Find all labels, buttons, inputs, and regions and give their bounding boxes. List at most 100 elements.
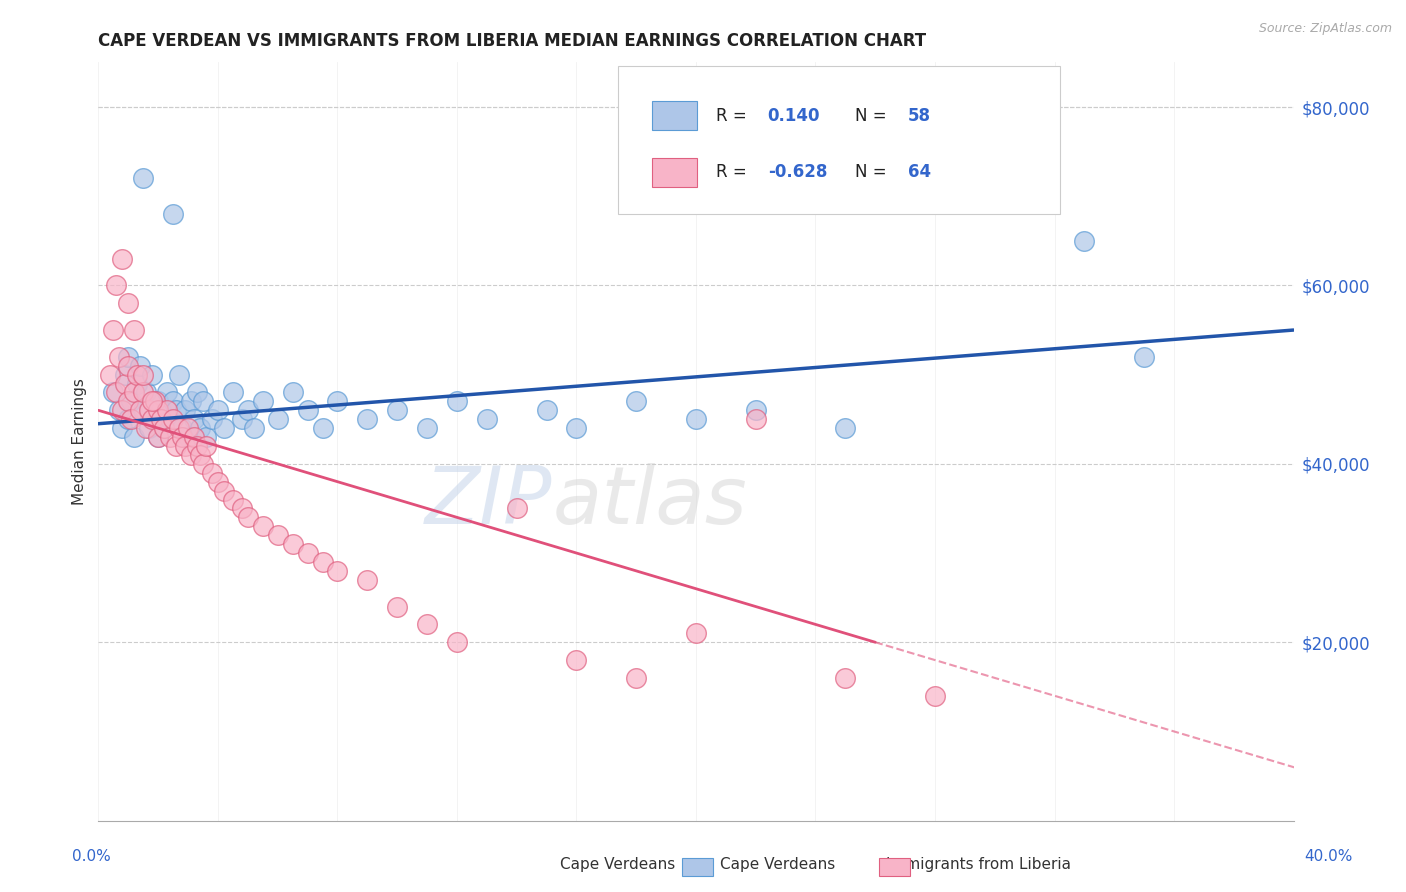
Point <box>243 421 266 435</box>
Text: R =: R = <box>716 163 752 181</box>
Point <box>924 689 946 703</box>
Point <box>108 403 131 417</box>
Point <box>188 421 211 435</box>
Point <box>105 385 128 400</box>
Point <box>148 430 170 444</box>
Point <box>281 537 304 551</box>
Point <box>165 439 187 453</box>
Point <box>231 412 253 426</box>
Point <box>162 412 184 426</box>
Point <box>207 403 229 417</box>
Point <box>177 421 200 435</box>
Point <box>236 403 259 417</box>
Point <box>475 412 498 426</box>
Point <box>207 475 229 489</box>
Point <box>148 394 170 409</box>
Point <box>565 421 588 435</box>
Point <box>188 448 211 462</box>
Point <box>834 421 856 435</box>
Point <box>98 368 122 382</box>
Text: N =: N = <box>855 106 891 125</box>
Point <box>183 430 205 444</box>
Point <box>132 368 155 382</box>
Point <box>120 394 142 409</box>
Point <box>108 350 131 364</box>
Point <box>236 510 259 524</box>
Point <box>143 394 166 409</box>
Point <box>180 394 202 409</box>
Point <box>148 430 170 444</box>
Point <box>117 350 139 364</box>
Text: Immigrants from Liberia: Immigrants from Liberia <box>886 857 1071 872</box>
Text: Cape Verdeans: Cape Verdeans <box>720 857 835 872</box>
Point <box>326 564 349 578</box>
Point <box>127 368 149 382</box>
Point <box>252 394 274 409</box>
Text: R =: R = <box>716 106 752 125</box>
Point <box>191 394 214 409</box>
Point <box>311 421 333 435</box>
Point <box>745 412 768 426</box>
Text: -0.628: -0.628 <box>768 163 827 181</box>
Point <box>222 492 245 507</box>
Point <box>212 421 235 435</box>
Point <box>165 403 187 417</box>
Point <box>685 626 707 640</box>
Point <box>267 528 290 542</box>
Text: 0.0%: 0.0% <box>72 849 111 863</box>
Point <box>195 439 218 453</box>
Point <box>212 483 235 498</box>
Text: atlas: atlas <box>553 463 748 541</box>
Text: 40.0%: 40.0% <box>1305 849 1353 863</box>
Point <box>132 385 155 400</box>
Point <box>326 394 349 409</box>
Point <box>114 376 136 391</box>
Point <box>565 653 588 667</box>
Point <box>186 439 208 453</box>
Point <box>114 368 136 382</box>
Point <box>297 546 319 560</box>
Text: Cape Verdeans: Cape Verdeans <box>560 857 675 872</box>
Point <box>685 412 707 426</box>
Point <box>150 403 173 417</box>
Point <box>135 421 157 435</box>
Point <box>201 466 224 480</box>
Point <box>297 403 319 417</box>
Point <box>148 403 170 417</box>
Point <box>141 412 163 426</box>
Text: 64: 64 <box>907 163 931 181</box>
Text: Source: ZipAtlas.com: Source: ZipAtlas.com <box>1258 22 1392 36</box>
Point <box>156 385 179 400</box>
Point <box>222 385 245 400</box>
Point <box>180 448 202 462</box>
Point <box>356 573 378 587</box>
Point <box>281 385 304 400</box>
Point <box>626 394 648 409</box>
Bar <box>652 158 697 186</box>
Point <box>138 421 160 435</box>
Point <box>231 501 253 516</box>
Point <box>356 412 378 426</box>
Point <box>186 385 208 400</box>
Point <box>745 403 768 417</box>
Point <box>135 385 157 400</box>
Point <box>385 599 409 614</box>
Text: CAPE VERDEAN VS IMMIGRANTS FROM LIBERIA MEDIAN EARNINGS CORRELATION CHART: CAPE VERDEAN VS IMMIGRANTS FROM LIBERIA … <box>98 32 927 50</box>
Point <box>195 430 218 444</box>
Point <box>103 323 125 337</box>
Point <box>267 412 290 426</box>
Point <box>416 617 439 632</box>
Point <box>150 412 173 426</box>
Point <box>174 439 197 453</box>
Point <box>201 412 224 426</box>
Point <box>117 359 139 373</box>
Text: N =: N = <box>855 163 891 181</box>
Point <box>183 412 205 426</box>
Point <box>626 671 648 685</box>
Point <box>191 457 214 471</box>
Point <box>416 421 439 435</box>
Point <box>124 430 146 444</box>
Point <box>124 323 146 337</box>
Point <box>446 394 468 409</box>
Point <box>1073 234 1095 248</box>
